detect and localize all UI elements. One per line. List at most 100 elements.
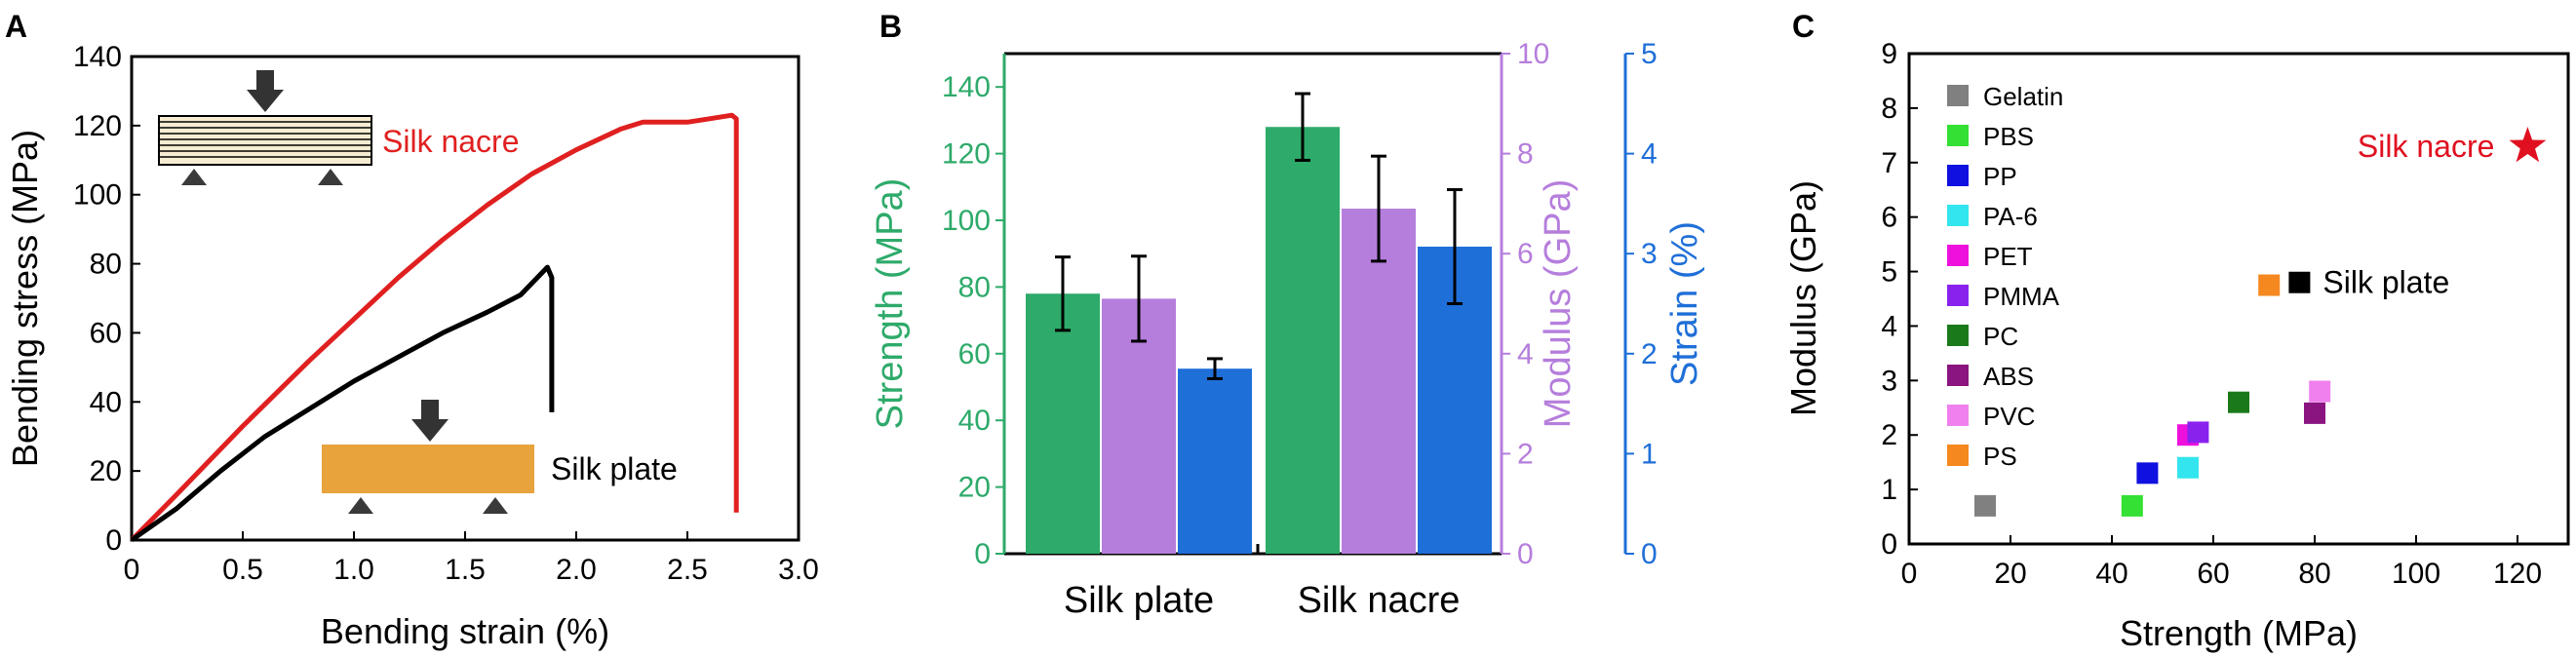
strength-tick-label: 80 xyxy=(958,271,991,303)
x-tick-label: 60 xyxy=(2197,558,2229,590)
panel-a-label: A xyxy=(5,9,27,44)
y-tick-label: 0 xyxy=(105,524,122,557)
series-label: Silk plate xyxy=(551,451,678,486)
legend-label: PP xyxy=(1983,162,2017,191)
series-line-silk-plate xyxy=(130,264,555,543)
y-tick-label: 60 xyxy=(90,317,122,349)
point-label: Silk plate xyxy=(2322,265,2449,300)
x-tick-label: 3.0 xyxy=(778,554,819,586)
series-line-silk-nacre xyxy=(130,112,739,542)
y-tick-label: 4 xyxy=(1881,310,1897,342)
bar-strength-silk-nacre xyxy=(1266,127,1340,555)
series-label: Silk nacre xyxy=(382,124,520,159)
silk-nacre-beam-illustration xyxy=(158,70,372,185)
x-tick-label: 120 xyxy=(2493,558,2542,590)
panel-c-xlabel: Strength (MPa) xyxy=(2120,613,2358,653)
panel-c-label: C xyxy=(1792,9,1815,44)
y-tick-label: 0 xyxy=(1881,528,1897,561)
y-tick-label: 8 xyxy=(1881,93,1897,125)
y-tick-label: 120 xyxy=(73,110,122,142)
modulus-tick-label: 8 xyxy=(1517,138,1534,171)
x-tick-label: 1.0 xyxy=(333,554,374,586)
x-tick-label: 0 xyxy=(124,554,140,586)
panel-c-ticks: 0 20 40 60 80 100 120 0 1 2 3 4 5 6 7 8 9 xyxy=(1881,38,2542,590)
point-gelatin xyxy=(1974,494,1996,517)
y-tick-label: 140 xyxy=(73,41,122,73)
bar-strength-silk-plate xyxy=(1026,293,1100,554)
legend-label: PA-6 xyxy=(1983,202,2038,231)
legend-label: PS xyxy=(1983,442,2017,471)
legend-swatch-pmma xyxy=(1947,285,1969,306)
load-arrow-icon xyxy=(247,70,284,112)
y-tick-label: 9 xyxy=(1881,38,1897,70)
legend-swatch-gelatin xyxy=(1947,85,1969,106)
x-tick-label: 2.0 xyxy=(556,554,597,586)
panel-a: A 0 0.5 1.0 1.5 2.0 2.5 3.0020406080100120140 … xyxy=(5,9,819,651)
strength-tick-label: 120 xyxy=(942,138,991,171)
panel-b-label: B xyxy=(879,9,902,44)
support-icon xyxy=(181,169,207,185)
y-tick-label: 80 xyxy=(90,249,122,281)
y-tick-label: 7 xyxy=(1881,147,1897,179)
x-tick-label: 0.5 xyxy=(222,554,263,586)
point-pc xyxy=(2228,391,2249,413)
bar-strain-silk-plate xyxy=(1178,368,1252,554)
point-label: Silk nacre xyxy=(2358,129,2495,164)
x-tick-label: 80 xyxy=(2298,558,2330,590)
support-icon xyxy=(483,497,508,514)
legend-label: PC xyxy=(1983,322,2018,351)
legend-swatch-pp xyxy=(1947,165,1969,186)
point-ps xyxy=(2258,274,2281,296)
strength-tick-label: 40 xyxy=(958,405,991,437)
x-tick-label: 2.5 xyxy=(667,554,708,586)
point-pvc xyxy=(2309,380,2331,403)
strength-tick-label: 20 xyxy=(958,472,991,504)
panel-c-frame xyxy=(1907,52,2570,546)
support-icon xyxy=(348,497,373,514)
category-label: Silk plate xyxy=(1064,580,1214,621)
point-pa-6 xyxy=(2177,456,2199,479)
y-tick-label: 5 xyxy=(1881,256,1897,289)
x-tick-label: 1.5 xyxy=(445,554,486,586)
y-tick-label: 40 xyxy=(90,386,122,418)
strain-axis-label: Strain (%) xyxy=(1664,221,1705,386)
point-pp xyxy=(2136,462,2159,485)
modulus-tick-label: 2 xyxy=(1517,438,1534,470)
y-tick-label: 3 xyxy=(1881,365,1897,397)
legend-label: Gelatin xyxy=(1983,82,2063,111)
point-silk-plate xyxy=(2288,271,2311,293)
x-tick-label: 20 xyxy=(1994,558,2026,590)
panel-c-legend: Gelatin PBS PP PA-6 PET PMMA PC ABS PVC PS xyxy=(1947,82,2063,471)
strength-axis-label: Strength (MPa) xyxy=(870,178,911,430)
support-icon xyxy=(318,169,343,185)
modulus-tick-label: 4 xyxy=(1517,338,1534,370)
modulus-tick-label: 6 xyxy=(1517,238,1534,270)
legend-label: PBS xyxy=(1983,122,2034,151)
point-pmma xyxy=(2187,421,2209,444)
legend-swatch-pbs xyxy=(1947,125,1969,146)
panel-a-ticks: 0 0.5 1.0 1.5 2.0 2.5 3.0 0 20 40 60 80 100 120 140 xyxy=(73,41,819,586)
y-tick-label: 1 xyxy=(1881,474,1897,506)
x-tick-label: 0 xyxy=(1901,558,1918,590)
strain-tick-label: 2 xyxy=(1641,338,1658,370)
legend-swatch-pa-6 xyxy=(1947,205,1969,226)
y-tick-label: 6 xyxy=(1881,202,1897,234)
modulus-tick-label: 0 xyxy=(1517,538,1534,570)
legend-label: PET xyxy=(1983,242,2033,271)
legend-swatch-ps xyxy=(1947,445,1969,466)
modulus-tick-label: 10 xyxy=(1517,38,1549,70)
strain-tick-label: 4 xyxy=(1641,138,1658,171)
y-tick-label: 2 xyxy=(1881,419,1897,451)
legend-swatch-pvc xyxy=(1947,405,1969,426)
y-tick-label: 100 xyxy=(73,179,122,212)
panel-c-ylabel: Modulus (GPa) xyxy=(1783,180,1823,416)
point-pbs xyxy=(2121,494,2143,517)
legend-label: PMMA xyxy=(1983,282,2060,311)
x-tick-label: 100 xyxy=(2392,558,2440,590)
strength-tick-label: 0 xyxy=(974,538,991,570)
legend-label: PVC xyxy=(1983,402,2035,431)
y-tick-label: 20 xyxy=(90,455,122,487)
